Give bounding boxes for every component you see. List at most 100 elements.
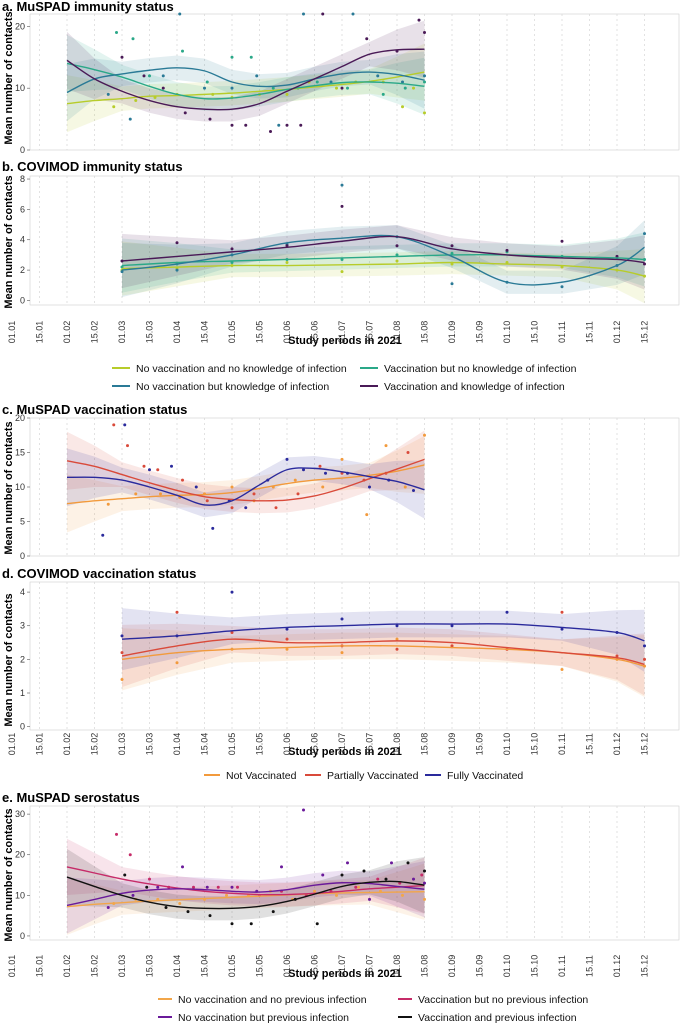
- data-point: [236, 885, 239, 889]
- x-tick-label: 01.06: [282, 321, 292, 344]
- y-tick-label: 20: [15, 850, 25, 860]
- data-point: [346, 86, 349, 90]
- x-tick-label: 15.05: [255, 321, 265, 344]
- data-point: [395, 624, 399, 628]
- x-tick-label: 15.07: [365, 955, 375, 978]
- data-point: [216, 885, 220, 889]
- data-point: [271, 86, 275, 90]
- legend-label: Not Vaccinated: [226, 770, 297, 782]
- series-line-2: [66, 458, 425, 502]
- x-tick-label: 15.01: [35, 321, 45, 344]
- y-tick-label: 30: [15, 809, 25, 819]
- data-point: [277, 123, 281, 127]
- data-point: [423, 80, 426, 84]
- data-point: [230, 506, 234, 510]
- data-point: [390, 861, 393, 865]
- data-point: [186, 910, 190, 914]
- x-tick-label: 15.10: [530, 955, 540, 978]
- data-point: [230, 885, 234, 889]
- data-point: [423, 433, 426, 437]
- data-point: [285, 92, 289, 96]
- x-tick-label: 15.05: [255, 955, 265, 978]
- data-point: [271, 910, 275, 914]
- series-line-3: [121, 623, 645, 642]
- panel-c: 0 5 10 15 20: [15, 413, 680, 561]
- legend-label: Fully Vaccinated: [447, 770, 523, 782]
- x-axis-title-b: Study periods in 2021: [288, 335, 402, 347]
- data-point: [142, 464, 146, 468]
- y-tick-label: 3: [20, 621, 25, 631]
- data-point: [230, 247, 234, 251]
- x-tick-label: 15.09: [475, 955, 485, 978]
- data-point: [354, 885, 358, 889]
- data-point: [208, 117, 212, 121]
- ribbon-3: [67, 448, 425, 519]
- x-tick-label: 15.02: [90, 955, 100, 978]
- data-point: [115, 31, 118, 35]
- data-point: [156, 468, 160, 472]
- x-tick-label: 01.11: [557, 321, 567, 343]
- data-point: [368, 485, 371, 489]
- x-tick-label: 15.12: [640, 955, 650, 978]
- data-point: [643, 232, 646, 236]
- panel-a-title: a. MuSPAD immunity status: [2, 0, 174, 14]
- x-tick-label: 01.12: [612, 955, 622, 978]
- data-point: [505, 261, 509, 265]
- data-point: [249, 55, 253, 59]
- legend-item-serostatus-2: No vaccination but previous infection: [158, 1012, 349, 1024]
- data-point: [244, 506, 248, 510]
- x-tick-label: 15.12: [640, 321, 650, 344]
- x-tick-label: 01.07: [337, 955, 347, 978]
- data-point: [230, 922, 234, 926]
- data-point: [120, 270, 124, 274]
- ribbon-1: [67, 435, 425, 533]
- panel-e: 01.01 15.01 01.02 15.02 01.03 15.03 01.04 15.04…: [7, 805, 680, 978]
- data-point: [285, 123, 289, 127]
- panel-c-ylabel: Mean number of contacts: [3, 421, 15, 554]
- x-tick-label: 15.02: [90, 733, 100, 756]
- data-point: [450, 244, 454, 248]
- data-point: [230, 86, 234, 90]
- data-point: [505, 248, 509, 252]
- data-point: [302, 12, 305, 16]
- data-point: [285, 457, 289, 461]
- x-tick-label: 01.09: [447, 955, 457, 978]
- panel-d-ylabel: Mean number of contacts: [3, 593, 15, 726]
- data-point: [505, 610, 509, 614]
- x-tick-label: 15.02: [90, 321, 100, 344]
- y-tick-label: 8: [20, 174, 25, 184]
- data-point: [203, 86, 206, 90]
- x-tick-label: 01.03: [117, 733, 127, 756]
- data-point: [423, 897, 426, 901]
- data-point: [120, 651, 124, 655]
- data-point: [161, 74, 165, 78]
- data-point: [244, 123, 248, 127]
- data-point: [340, 617, 344, 621]
- data-point: [450, 262, 454, 266]
- x-tick-label: 15.06: [310, 955, 320, 978]
- data-point: [211, 526, 215, 530]
- ribbon-2: [122, 623, 645, 696]
- data-point: [450, 624, 454, 628]
- panel-d: 01.01 15.01 01.02 15.02 01.03 15.03 01.04 15.04…: [7, 581, 680, 756]
- data-point: [313, 889, 316, 893]
- data-point: [335, 86, 338, 90]
- y-tick-label: 6: [20, 204, 25, 214]
- data-point: [315, 80, 319, 84]
- data-point: [395, 244, 399, 248]
- data-point: [340, 651, 344, 655]
- data-point: [450, 282, 454, 286]
- ribbon-2: [122, 232, 645, 293]
- ribbon-1: [122, 241, 645, 304]
- data-point: [340, 873, 344, 877]
- panel-b: 01.01 15.01 01.02 15.02 01.03 15.03 01.04 15.04…: [7, 174, 680, 344]
- data-point: [643, 657, 646, 661]
- x-tick-label: 01.12: [612, 321, 622, 344]
- data-point: [381, 92, 385, 96]
- data-point: [126, 444, 129, 448]
- data-point: [450, 251, 454, 255]
- data-point: [285, 627, 289, 631]
- y-tick-label: 0: [20, 295, 25, 305]
- data-point: [181, 865, 184, 869]
- data-point: [417, 18, 421, 22]
